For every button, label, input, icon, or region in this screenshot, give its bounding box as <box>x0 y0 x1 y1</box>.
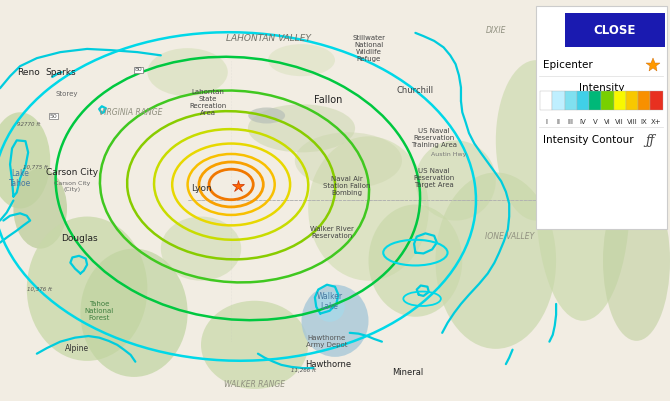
Text: Mineral: Mineral <box>392 368 423 377</box>
Text: Sparks: Sparks <box>45 68 76 77</box>
Text: Walker
Lake: Walker Lake <box>317 292 342 311</box>
Text: CLOSE: CLOSE <box>594 24 636 36</box>
Text: Lyon: Lyon <box>191 184 211 193</box>
Bar <box>577 91 589 110</box>
Bar <box>540 91 552 110</box>
Text: Austin Hwy: Austin Hwy <box>431 152 466 157</box>
Text: Hawthorne
Army Depot: Hawthorne Army Depot <box>306 335 348 348</box>
Text: Storey: Storey <box>56 91 78 97</box>
Ellipse shape <box>248 104 355 152</box>
Text: 10,775 ft: 10,775 ft <box>23 165 48 170</box>
Text: ƒƒ: ƒƒ <box>645 134 655 147</box>
Ellipse shape <box>436 172 556 349</box>
Text: 80: 80 <box>135 67 143 72</box>
Text: Douglas: Douglas <box>61 234 97 243</box>
Ellipse shape <box>268 44 335 76</box>
Ellipse shape <box>308 136 429 281</box>
Ellipse shape <box>415 140 496 221</box>
Ellipse shape <box>369 205 462 317</box>
Text: Epicenter: Epicenter <box>543 61 592 70</box>
Text: Carson City: Carson City <box>46 168 98 177</box>
Ellipse shape <box>201 301 308 389</box>
Ellipse shape <box>295 132 402 188</box>
Text: LAHONTAN VALLEY: LAHONTAN VALLEY <box>226 34 310 43</box>
Text: Lahontan
State
Recreation
Area: Lahontan State Recreation Area <box>189 89 226 116</box>
Bar <box>651 91 663 110</box>
Text: VII: VII <box>615 119 624 125</box>
Ellipse shape <box>536 80 630 321</box>
Bar <box>565 91 577 110</box>
Bar <box>638 91 651 110</box>
Text: Alpine: Alpine <box>65 344 89 353</box>
Text: Fallon: Fallon <box>314 95 342 105</box>
Ellipse shape <box>603 180 670 341</box>
Text: II: II <box>556 119 560 125</box>
Text: Lake
Tahoe: Lake Tahoe <box>9 169 31 188</box>
Text: US Naval
Reservation
Training Area: US Naval Reservation Training Area <box>411 128 457 148</box>
Text: 10,376 ft: 10,376 ft <box>27 287 52 292</box>
Text: 50: 50 <box>50 114 58 119</box>
Text: Tahoe
National
Forest: Tahoe National Forest <box>84 301 114 321</box>
Text: V: V <box>593 119 598 125</box>
Text: X+: X+ <box>651 119 662 125</box>
Ellipse shape <box>249 107 285 124</box>
Bar <box>614 91 626 110</box>
Ellipse shape <box>315 292 344 322</box>
Text: VIRGINIA RANGE: VIRGINIA RANGE <box>99 108 162 117</box>
Text: Carson City
(City): Carson City (City) <box>54 181 90 192</box>
Ellipse shape <box>496 60 576 221</box>
Bar <box>552 91 565 110</box>
Text: VIII: VIII <box>626 119 637 125</box>
Text: Intensity: Intensity <box>579 83 624 93</box>
Ellipse shape <box>27 217 147 361</box>
Text: Naval Air
Station Fallon
Bombing: Naval Air Station Fallon Bombing <box>324 176 371 196</box>
Text: Churchill: Churchill <box>397 86 434 95</box>
Ellipse shape <box>147 48 228 96</box>
Text: Hawthorne: Hawthorne <box>306 360 351 369</box>
Text: 11,266 ft: 11,266 ft <box>291 369 316 373</box>
FancyBboxPatch shape <box>536 6 667 229</box>
Ellipse shape <box>80 249 188 377</box>
Ellipse shape <box>302 285 368 357</box>
Bar <box>589 91 602 110</box>
Text: I: I <box>545 119 547 125</box>
Text: DIXIE: DIXIE <box>486 26 506 34</box>
FancyBboxPatch shape <box>565 13 665 47</box>
Text: III: III <box>567 119 574 125</box>
Text: IV: IV <box>580 119 586 125</box>
Text: WALKER RANGE: WALKER RANGE <box>224 381 285 389</box>
Ellipse shape <box>161 217 241 281</box>
Text: Walker River
Reservation: Walker River Reservation <box>310 226 354 239</box>
Text: Stillwater
National
Wildlife
Refuge: Stillwater National Wildlife Refuge <box>352 34 385 62</box>
Ellipse shape <box>13 168 67 249</box>
Text: Reno: Reno <box>17 68 40 77</box>
Ellipse shape <box>0 112 50 209</box>
Bar <box>626 91 638 110</box>
Text: 92770 ft: 92770 ft <box>17 122 40 127</box>
Text: Intensity Contour: Intensity Contour <box>543 136 633 145</box>
Text: IONE VALLEY: IONE VALLEY <box>484 232 534 241</box>
Bar <box>602 91 614 110</box>
Text: IX: IX <box>641 119 648 125</box>
Text: US Naval
Reservation
Target Area: US Naval Reservation Target Area <box>413 168 455 188</box>
Text: VI: VI <box>604 119 611 125</box>
